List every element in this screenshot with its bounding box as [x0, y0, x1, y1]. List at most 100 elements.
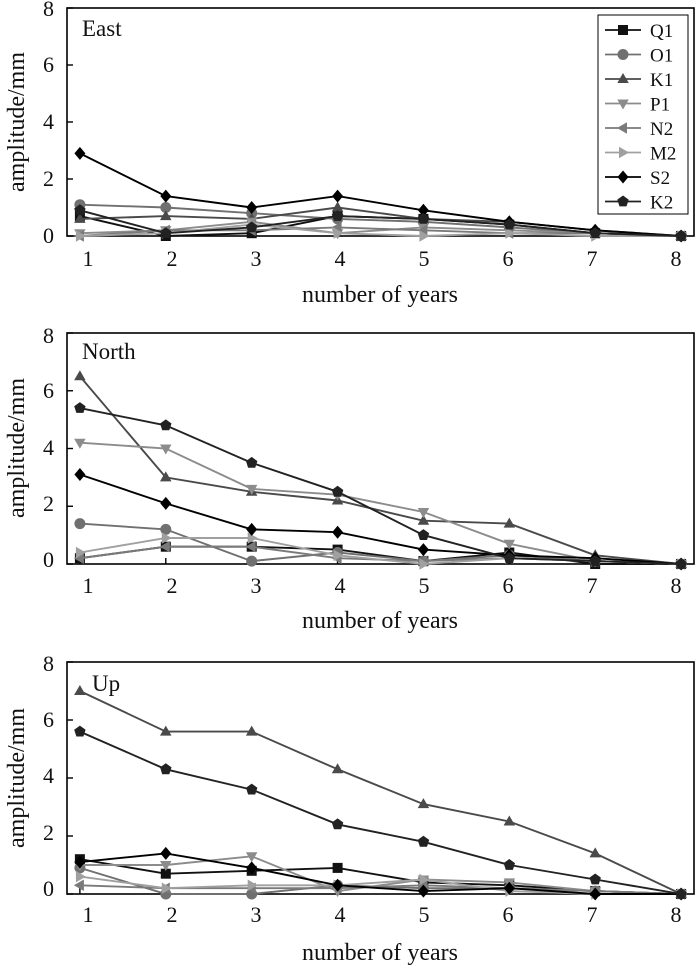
up-series-p1-point	[245, 852, 258, 863]
north-series-p1-point	[245, 484, 258, 495]
east-series-k2-point	[675, 230, 687, 241]
east-legend-items: Q1 O1 K1 P1 N2 M2 S2 K2	[605, 21, 676, 214]
north-series-k2-point	[74, 402, 86, 413]
north-ytick-label: 0	[43, 547, 54, 572]
north-series-m2-point	[333, 549, 344, 562]
north-series-p1-point	[417, 508, 430, 518]
up-series-s2-point	[332, 878, 344, 892]
up-xtick-label: 8	[671, 902, 682, 927]
east-xtick-label: 6	[503, 246, 514, 271]
east-series-s2-line	[79, 152, 682, 237]
north-xtick-label: 4	[335, 573, 346, 598]
up-panel-title: Up	[92, 671, 120, 696]
east-xtick-label: 4	[335, 246, 346, 271]
east-series-k2-point	[589, 227, 601, 238]
east-legend: Q1 O1 K1 P1 N2 M2 S2 K2	[597, 14, 689, 215]
east-series-k2-point	[417, 212, 430, 224]
north-panel-title: North	[82, 339, 136, 364]
legend-k1-marker	[617, 73, 629, 83]
north-plot-area	[67, 332, 688, 571]
north-xtick-label: 8	[671, 573, 682, 598]
north-series-s2-point	[332, 525, 344, 539]
up-series-k1-point	[74, 685, 86, 695]
up-series-s2-point	[246, 861, 258, 875]
north-series-k1-point	[503, 517, 516, 528]
legend-k2-label: K2	[650, 193, 673, 214]
legend-n2-marker	[617, 122, 627, 134]
north-panel: North 0 2 4 6 8 1 2 3 4 5 6 7 8 number o…	[4, 323, 695, 634]
north-series-n2-point	[245, 540, 256, 553]
legend-s2-marker	[617, 170, 629, 184]
up-panel: Up 0 2 4 6 8 1 2 3 4 5 6 7 8 number of y…	[4, 651, 695, 966]
north-series-s2-point	[160, 496, 172, 510]
up-xtick-label: 7	[587, 902, 598, 927]
up-series-n2-point	[73, 879, 84, 891]
north-series-s2-line	[79, 473, 682, 565]
north-series-o1-point	[74, 518, 86, 530]
north-series-k2-point	[503, 552, 515, 564]
up-series-k1-point	[503, 815, 516, 826]
east-series-k2-point	[331, 210, 344, 221]
east-series-k1-point	[74, 212, 86, 223]
up-series-s2-point	[74, 855, 86, 869]
up-series-k1-point	[589, 847, 601, 858]
up-ytick-label: 2	[43, 820, 54, 845]
up-series-k2-point	[160, 763, 172, 775]
up-series-m2-point	[419, 873, 430, 886]
up-ytick-label: 6	[43, 707, 54, 732]
east-series-s2-point	[417, 203, 429, 217]
north-series-s2-point	[246, 522, 258, 536]
up-series-s2-point	[417, 884, 429, 898]
north-series-p1-point	[160, 444, 172, 455]
east-xtick-label: 7	[587, 246, 598, 271]
up-series-s2-point	[503, 881, 515, 895]
north-series-k2-point	[589, 555, 601, 566]
east-xtick-labels: 1 2 3 4 5 6 7 8	[83, 246, 682, 271]
north-series-k2-point	[246, 456, 258, 468]
east-xtick-label: 8	[671, 246, 682, 271]
legend-p1-marker	[617, 99, 629, 110]
north-ytick-label: 4	[43, 435, 54, 460]
up-xtick-label: 3	[251, 902, 262, 927]
up-x-axis-label: number of years	[302, 940, 458, 966]
north-ytick-label: 8	[43, 323, 54, 348]
east-ytick-labels: 0 2 4 6 8	[43, 0, 54, 248]
up-series-k1-point	[417, 798, 430, 809]
east-series-k2-point	[74, 204, 86, 216]
north-xtick-label: 1	[83, 573, 94, 598]
east-series-m2-point	[333, 227, 344, 239]
east-series-m2-point	[419, 230, 430, 242]
east-ytick-label: 6	[43, 52, 54, 77]
east-series-m2-point	[75, 230, 86, 242]
up-series-k1-point	[331, 763, 344, 774]
legend-o1-label: O1	[650, 46, 673, 67]
up-series-m2-point	[247, 879, 258, 891]
east-series-n2-point	[331, 221, 342, 234]
north-series-k1-point	[160, 471, 172, 482]
east-y-axis-label: amplitude/mm	[4, 52, 30, 192]
up-series-s2-point	[160, 846, 172, 860]
east-series-k1-point	[331, 201, 344, 212]
up-xtick-label: 6	[503, 902, 514, 927]
north-ytick-labels: 0 2 4 6 8	[43, 323, 54, 572]
north-xtick-label: 5	[419, 573, 430, 598]
up-series-k2-point	[589, 873, 601, 885]
east-xtick-label: 5	[419, 246, 430, 271]
north-series-k2-point	[160, 419, 172, 431]
east-plot-frame	[66, 7, 695, 237]
north-series-k1-point	[417, 514, 430, 525]
up-series-s2-point	[589, 887, 601, 901]
east-legend-frame	[597, 14, 689, 215]
up-series-k2-point	[675, 888, 687, 899]
north-xtick-labels: 1 2 3 4 5 6 7 8	[83, 573, 682, 598]
up-xtick-label: 5	[419, 902, 430, 927]
north-xtick-label: 2	[167, 573, 178, 598]
east-ytick-label: 0	[43, 223, 54, 248]
north-series-k2-line	[79, 407, 682, 565]
legend-q1-marker	[618, 25, 628, 35]
up-series-k2-point	[246, 783, 258, 795]
north-series-o1-point	[160, 523, 172, 535]
up-xtick-label: 2	[167, 902, 178, 927]
up-series-k2-point	[331, 818, 344, 830]
